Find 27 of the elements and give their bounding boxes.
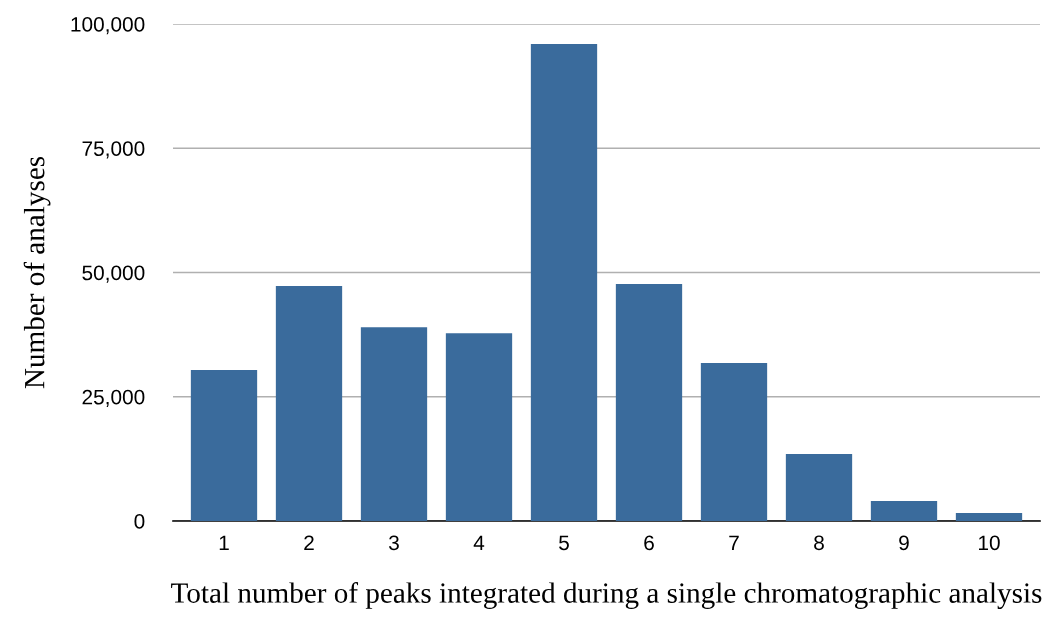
bar <box>445 333 513 521</box>
x-tick-label: 6 <box>644 535 654 551</box>
x-axis-title: Total number of peaks integrated during a single chromatographic analysis <box>171 582 1042 609</box>
bar <box>785 453 853 521</box>
bar <box>700 362 768 521</box>
x-tick-label: 10 <box>979 535 1000 551</box>
bar <box>870 501 938 521</box>
y-tick-label: 25,000 <box>82 389 145 407</box>
x-tick-label: 4 <box>473 535 485 550</box>
bar <box>275 285 343 521</box>
y-tick-label: 50,000 <box>82 265 145 283</box>
x-tick-label: 9 <box>899 535 909 551</box>
bar <box>615 283 683 521</box>
x-tick-label: 2 <box>304 535 314 550</box>
y-tick-label: 100,000 <box>71 17 145 35</box>
bar <box>190 369 258 521</box>
x-tick-label: 3 <box>389 535 399 551</box>
y-tick-label: 0 <box>134 514 145 529</box>
y-tick-label: 75,000 <box>82 141 145 159</box>
x-tick-label: 1 <box>219 535 229 550</box>
x-tick-label: 7 <box>729 535 739 550</box>
y-axis-title: Number of analyses <box>23 156 51 389</box>
bar <box>530 43 598 521</box>
x-tick-label: 8 <box>814 535 824 551</box>
x-tick-label: 5 <box>559 535 569 551</box>
bar <box>360 327 428 521</box>
bar <box>955 513 1023 521</box>
